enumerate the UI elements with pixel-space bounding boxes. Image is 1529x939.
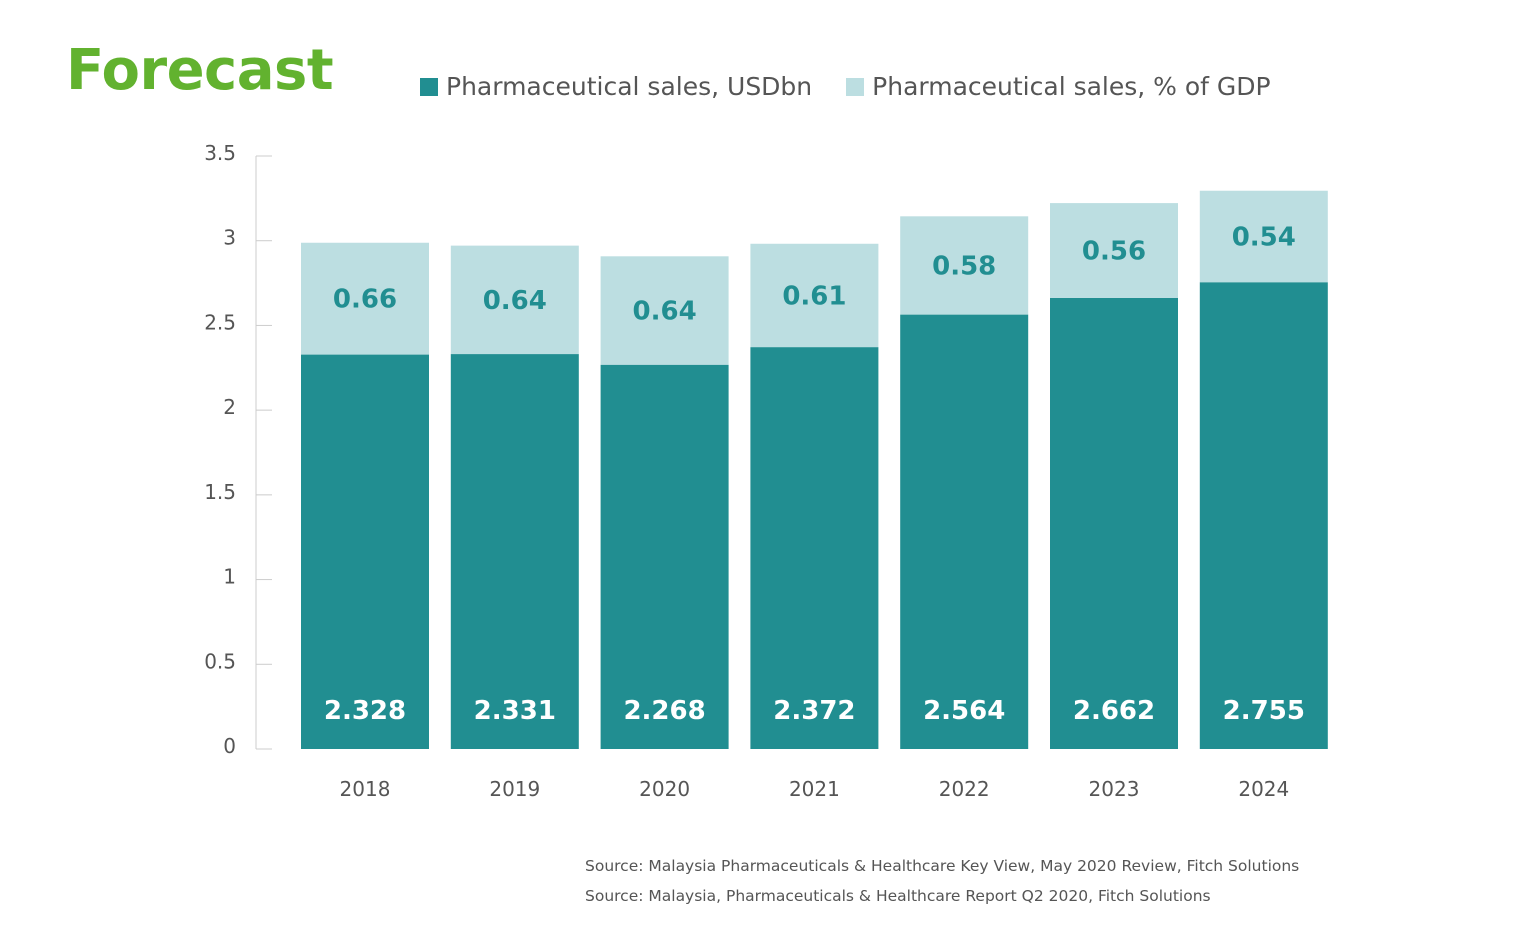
bar-usd bbox=[1199, 282, 1328, 749]
x-category-label: 2024 bbox=[1238, 777, 1289, 801]
y-tick-label: 3 bbox=[223, 226, 236, 250]
bar-usd bbox=[1050, 297, 1178, 749]
y-tick-label: 1 bbox=[223, 565, 236, 589]
bar-usd bbox=[900, 314, 1029, 749]
legend-item-gdp: Pharmaceutical sales, % of GDP bbox=[846, 72, 1271, 101]
bar-usd bbox=[450, 354, 579, 749]
legend-swatch-usd bbox=[420, 77, 438, 96]
data-label-usd: 2.268 bbox=[623, 696, 705, 726]
legend-swatch-gdp bbox=[846, 77, 865, 96]
bar-usd bbox=[750, 347, 879, 749]
legend-item-usd: Pharmaceutical sales, USDbn bbox=[420, 72, 812, 101]
y-tick-label: 2 bbox=[223, 395, 236, 419]
data-label-usd: 2.372 bbox=[773, 696, 855, 726]
data-label-usd: 2.564 bbox=[923, 696, 1005, 726]
bar-gdp bbox=[1050, 203, 1178, 298]
bar-gdp bbox=[900, 216, 1029, 315]
y-tick-label: 1.5 bbox=[204, 480, 236, 504]
bar-gdp bbox=[750, 243, 879, 348]
data-label-gdp: 0.58 bbox=[932, 251, 996, 281]
chart-title: Forecast bbox=[66, 38, 334, 103]
data-label-gdp: 0.54 bbox=[1232, 222, 1296, 252]
data-label-usd: 2.755 bbox=[1223, 696, 1305, 726]
bar-usd bbox=[301, 354, 429, 749]
legend-label-gdp: Pharmaceutical sales, % of GDP bbox=[872, 72, 1271, 101]
data-label-gdp: 0.66 bbox=[333, 285, 397, 315]
x-category-label: 2019 bbox=[489, 777, 540, 801]
x-category-label: 2022 bbox=[939, 777, 990, 801]
bar-usd bbox=[600, 364, 729, 749]
bar-gdp bbox=[600, 256, 729, 365]
bar-gdp bbox=[450, 245, 579, 355]
data-label-usd: 2.662 bbox=[1073, 696, 1155, 726]
bar-gdp bbox=[301, 242, 429, 355]
x-category-label: 2023 bbox=[1089, 777, 1140, 801]
x-category-label: 2018 bbox=[340, 777, 391, 801]
data-label-gdp: 0.64 bbox=[633, 297, 697, 327]
data-label-gdp: 0.56 bbox=[1082, 237, 1146, 267]
data-label-gdp: 0.61 bbox=[782, 281, 846, 311]
source-note-2: Source: Malaysia, Pharmaceuticals & Heal… bbox=[585, 887, 1211, 905]
y-tick-label: 3.5 bbox=[204, 141, 236, 165]
y-tick-label: 0 bbox=[223, 734, 236, 758]
chart-legend: Pharmaceutical sales, USDbn Pharmaceutic… bbox=[420, 72, 1305, 101]
data-label-usd: 2.331 bbox=[474, 696, 556, 726]
y-tick-label: 2.5 bbox=[204, 310, 236, 334]
bar-gdp bbox=[1199, 190, 1328, 283]
y-tick-label: 0.5 bbox=[204, 649, 236, 673]
data-label-usd: 2.328 bbox=[324, 696, 406, 726]
source-note-1: Source: Malaysia Pharmaceuticals & Healt… bbox=[585, 857, 1300, 875]
data-label-gdp: 0.64 bbox=[483, 286, 547, 316]
legend-label-usd: Pharmaceutical sales, USDbn bbox=[446, 72, 813, 101]
x-category-label: 2020 bbox=[639, 777, 690, 801]
x-category-label: 2021 bbox=[789, 777, 840, 801]
